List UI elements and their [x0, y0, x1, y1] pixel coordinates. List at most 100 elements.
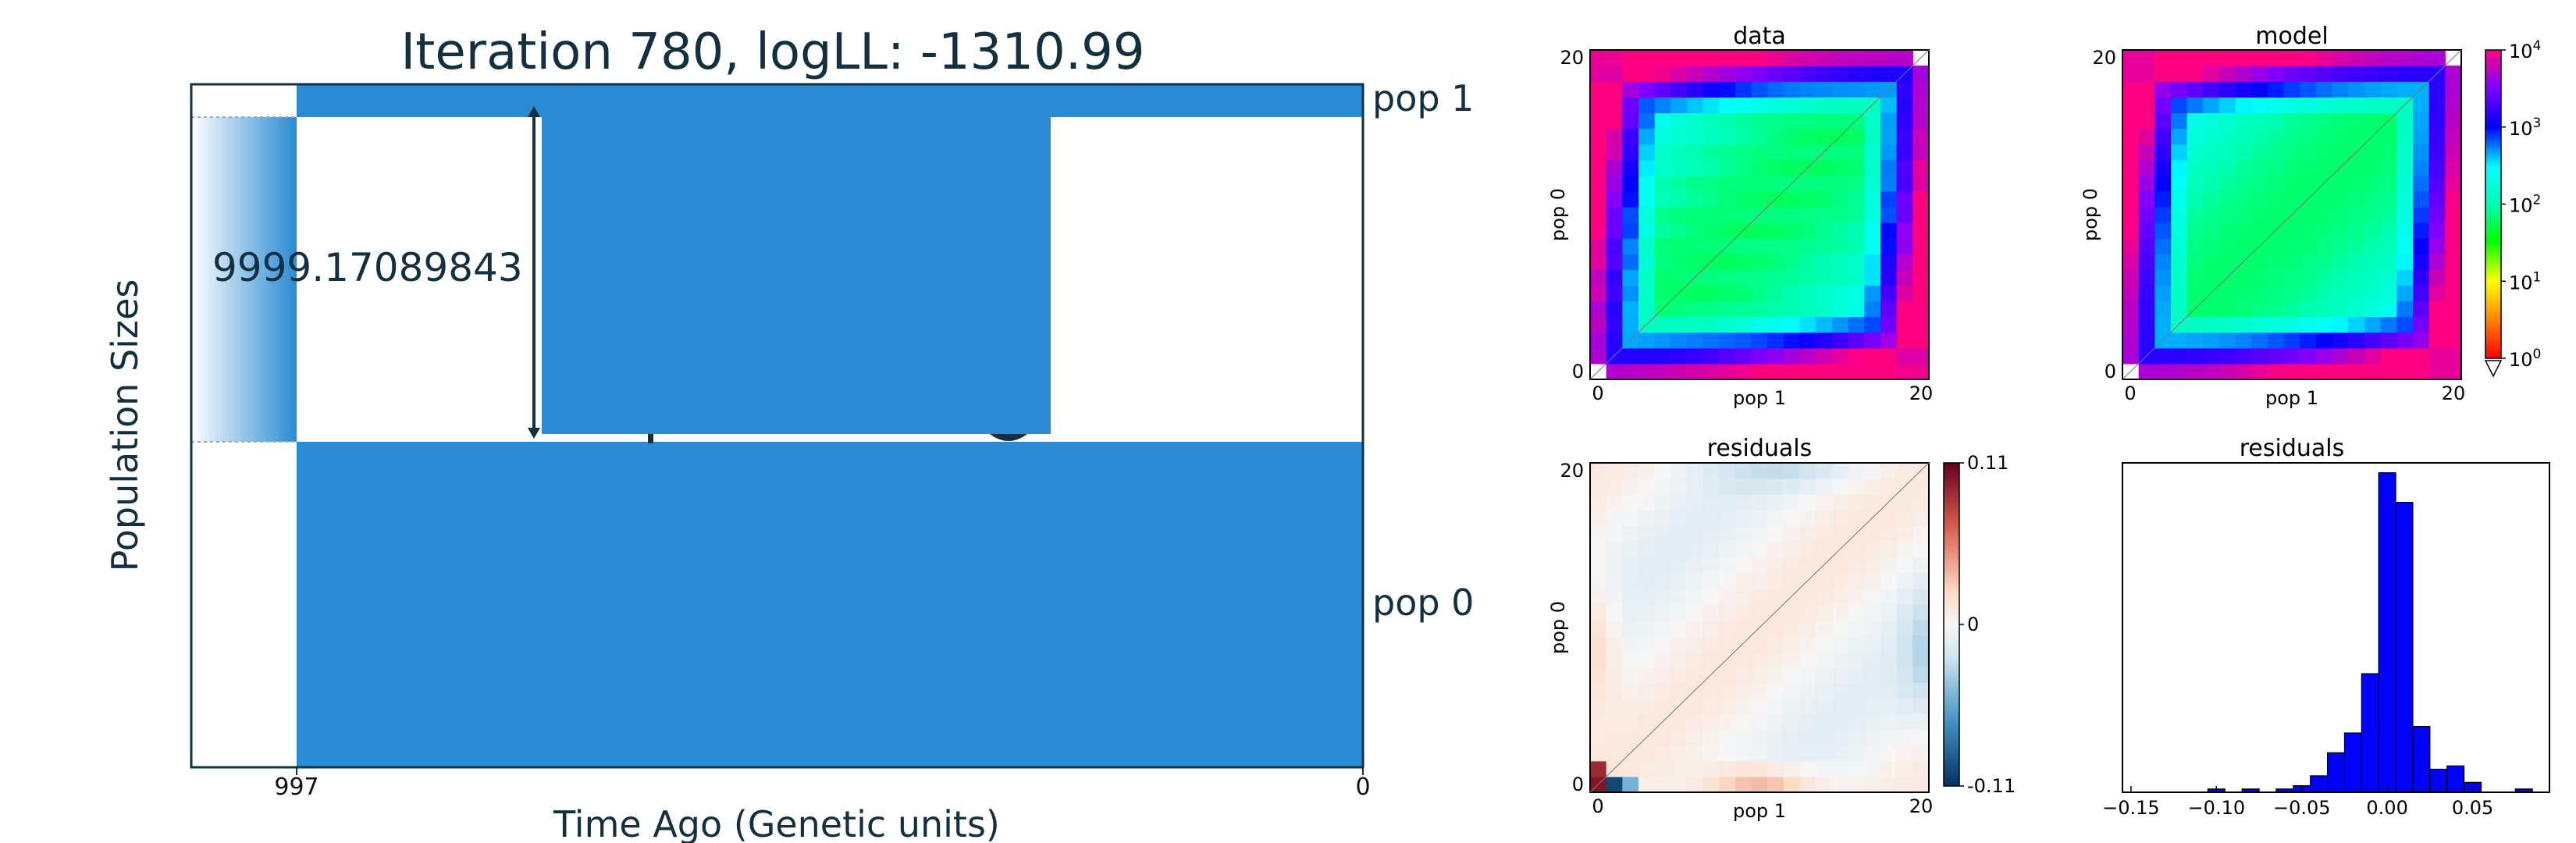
heatmap-cell — [1832, 66, 1849, 82]
heatmap-cell — [1735, 572, 1752, 589]
heatmap-cell — [1622, 510, 1639, 526]
heatmap-cell — [2138, 66, 2155, 82]
heatmap-cell — [1864, 651, 1881, 667]
heatmap-cell — [1606, 128, 1623, 145]
heatmap-cell — [1751, 478, 1768, 495]
heatmap-cell — [1832, 463, 1849, 479]
heatmap-cell — [2171, 285, 2188, 302]
heatmap-cell — [1784, 50, 1801, 66]
heatmap-cell — [1751, 190, 1768, 208]
heatmap-cell — [2251, 66, 2268, 82]
heatmap-cell — [2332, 50, 2349, 66]
heatmap-cell — [2332, 222, 2349, 239]
heatmap-cell — [2171, 175, 2188, 192]
heatmap-cell — [1848, 206, 1865, 223]
heatmap-cell — [1654, 525, 1671, 542]
heatmap-cell — [1848, 254, 1865, 270]
heatmap-cell — [2203, 332, 2220, 349]
heatmap-cell — [2122, 159, 2140, 176]
heatmap-cell — [1912, 698, 1930, 715]
heatmap-cell — [1832, 760, 1849, 777]
heatmap-cell — [1864, 776, 1881, 793]
heatmap-cell — [1864, 745, 1881, 762]
heatmap-cell — [1654, 557, 1671, 574]
heatmap-cell — [1784, 635, 1801, 652]
heatmap-cell — [2348, 66, 2365, 82]
heatmap-cell — [2413, 50, 2430, 66]
heatmap-cell — [1719, 478, 1736, 495]
heatmap-cell — [1687, 525, 1704, 542]
heatmap-cell — [1848, 698, 1865, 715]
heatmap-cell — [1880, 463, 1898, 479]
heatmap-cell — [1703, 478, 1720, 495]
heatmap-cell — [1832, 159, 1849, 176]
heatmap-cell — [2300, 144, 2317, 161]
heatmap-cell — [1638, 159, 1656, 176]
heatmap-cell — [2348, 97, 2365, 113]
heatmap-cell — [1606, 588, 1623, 605]
heatmap-cell — [1622, 619, 1639, 636]
heatmap-cell — [2251, 254, 2268, 270]
heatmap-cell — [1687, 66, 1704, 82]
heatmap-cell — [1735, 698, 1752, 715]
heatmap-cell — [1606, 81, 1623, 98]
heatmap-cell — [1880, 698, 1898, 715]
heatmap-cell — [1654, 238, 1671, 254]
model-heatmap-xtick-20: 20 — [2442, 382, 2466, 404]
heatmap-cell — [2203, 97, 2220, 113]
heatmap-cell — [2122, 66, 2140, 82]
heatmap-cell — [1767, 667, 1784, 683]
heatmap-cell — [2171, 159, 2188, 176]
heatmap-cell — [2332, 347, 2349, 365]
heatmap-cell — [1638, 254, 1656, 270]
heatmap-cell — [1767, 525, 1784, 542]
heatmap-cell — [2283, 175, 2300, 192]
heatmap-cell — [1735, 206, 1752, 223]
heatmap-cell — [2186, 190, 2204, 208]
heatmap-cell — [1687, 713, 1704, 731]
heatmap-cell — [1816, 128, 1833, 145]
heatmap-cell — [1590, 81, 1607, 98]
heatmap-cell — [1864, 254, 1881, 270]
heatmap-cell — [1687, 619, 1704, 636]
heatmap-cell — [2203, 269, 2220, 286]
heatmap-cell — [2428, 285, 2446, 302]
data-heatmap-diagonal — [1589, 49, 1930, 380]
heatmap-cell — [2380, 301, 2397, 318]
heatmap-cell — [1703, 112, 1720, 130]
heatmap-cell — [2283, 269, 2300, 286]
heatmap-cell — [2268, 269, 2285, 286]
heatmap-cell — [1848, 541, 1865, 558]
heatmap-cell — [2138, 144, 2155, 161]
heatmap-cell — [1816, 494, 1833, 510]
heatmap-cell — [1832, 698, 1849, 715]
heatmap-cell — [1767, 144, 1784, 161]
heatmap-cell — [2235, 285, 2252, 302]
heatmap-cell — [2445, 112, 2462, 130]
heatmap-cell — [2171, 363, 2188, 380]
heatmap-cell — [1767, 222, 1784, 239]
heatmap-cell — [2300, 238, 2317, 254]
heatmap-cell — [2203, 347, 2220, 365]
heatmap-cell — [1816, 112, 1833, 130]
heatmap-cell — [1687, 572, 1704, 589]
heatmap-cell — [1832, 667, 1849, 683]
heatmap-cell — [1816, 190, 1833, 208]
heatmap-cell — [1719, 667, 1736, 683]
residuals-cbar-tick-zero: 0 — [1967, 614, 1979, 635]
heatmap-cell — [1638, 112, 1656, 130]
heatmap-cell — [2138, 159, 2155, 176]
heatmap-cell — [1832, 776, 1849, 793]
heatmap-cell — [1687, 776, 1704, 793]
heatmap-cell — [1751, 301, 1768, 318]
heatmap-cell — [1735, 238, 1752, 254]
heatmap-cell — [1735, 619, 1752, 636]
heatmap-cell — [1703, 510, 1720, 526]
heatmap-cell — [1767, 206, 1784, 223]
heatmap-cell — [1912, 269, 1930, 286]
heatmap-cell — [1654, 729, 1671, 746]
heatmap-cell — [1880, 50, 1898, 66]
heatmap-cell — [1751, 682, 1768, 699]
heatmap-cell — [1784, 238, 1801, 254]
